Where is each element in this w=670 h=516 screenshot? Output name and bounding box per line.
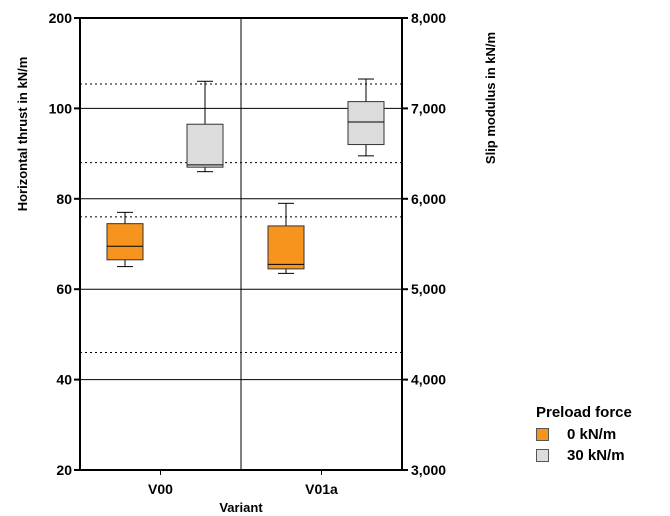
y-left-tick-label: 100 [49,100,73,116]
box-V01a-series-1 [347,78,385,157]
y-axis-label-left: Horizontal thrust in kN/m [15,57,30,212]
y-axis-label-right: Slip modulus in kN/m [483,32,498,164]
y-left-tick-label: 20 [56,462,72,478]
box [186,123,224,168]
box [106,223,144,261]
legend-item-30kn: 30 kN/m [536,445,666,466]
y-left-tick-label: 200 [49,10,73,26]
x-tick-label: V01a [305,481,338,497]
legend-swatch-0kn [536,428,549,441]
y-right-tick-label: 6,000 [411,191,446,207]
grid-layer [80,18,402,470]
y-right-tick-label: 4,000 [411,372,446,388]
y-right-tick-label: 7,000 [411,100,446,116]
box-layer [106,78,385,274]
plot-frame [79,17,403,471]
box-V00-series-1 [186,80,224,173]
x-tick-label: V00 [148,481,173,497]
x-axis-label: Variant [219,500,263,515]
box [347,101,385,146]
legend-label-0kn: 0 kN/m [567,426,617,443]
box-V01a-series-0 [267,202,305,274]
legend-item-0kn: 0 kN/m [536,424,666,445]
axis-layer: 20 40 60 80 100 200 3,000 4,000 5,000 6,000 7,000 8… [49,10,447,497]
legend-title: Preload force [536,404,632,421]
box [267,225,305,270]
y-right-tick-label: 8,000 [411,10,446,26]
y-right-tick-label: 3,000 [411,462,446,478]
y-left-tick-label: 60 [56,281,72,297]
legend: Preload force 0 kN/m 30 kN/m [536,404,666,466]
y-right-tick-label: 5,000 [411,281,446,297]
box-V00-series-0 [106,211,144,268]
y-left-tick-label: 80 [56,191,72,207]
legend-label-30kn: 30 kN/m [567,447,625,464]
legend-swatch-30kn [536,449,549,462]
y-left-tick-label: 40 [56,372,72,388]
